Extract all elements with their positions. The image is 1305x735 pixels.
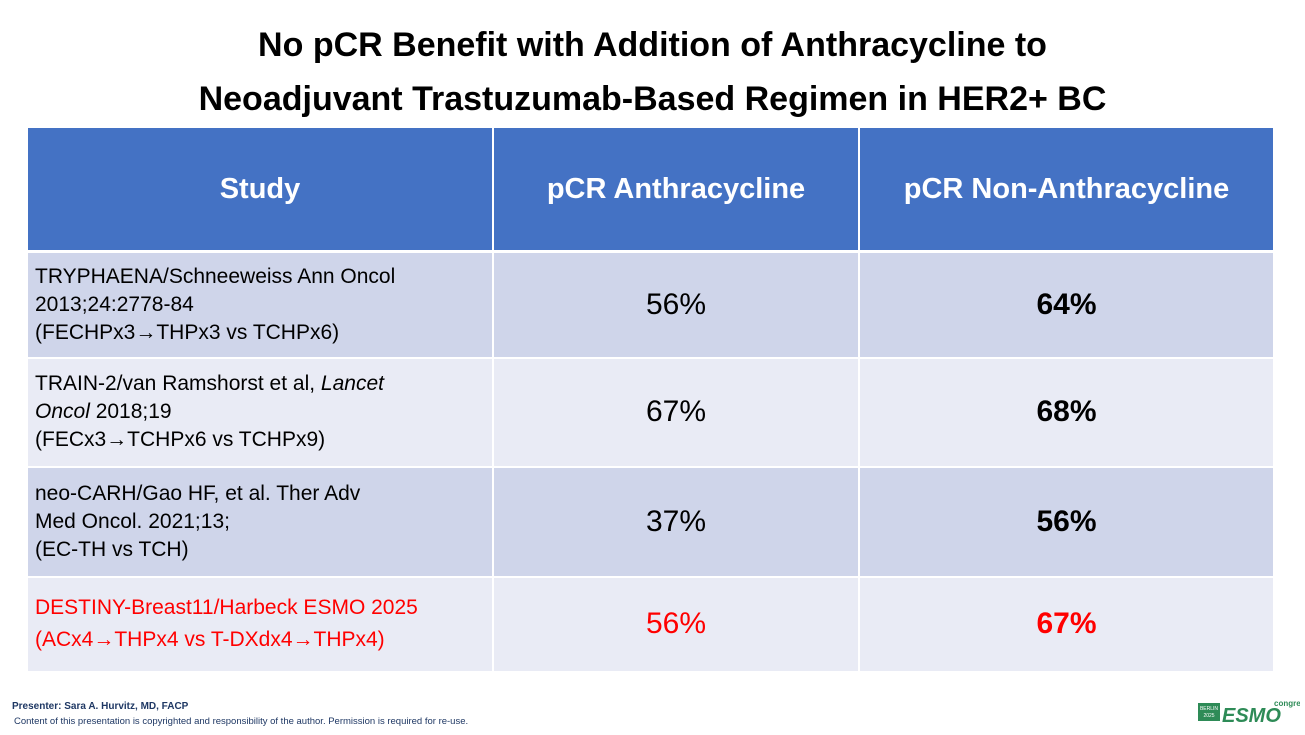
logo-year: 2025	[1203, 713, 1214, 719]
logo-badge	[1198, 703, 1220, 721]
study-cell: TRYPHAENA/Schneeweiss Ann Oncol 2013;24:…	[28, 251, 494, 359]
table-row: TRAIN-2/van Ramshorst et al, Lancet Onco…	[28, 357, 1275, 468]
study-line: DESTINY-Breast11/Harbeck ESMO 2025	[35, 596, 418, 619]
esmo-logo: BERLIN 2025 ESMO congress	[1198, 699, 1300, 725]
table-row: TRYPHAENA/Schneeweiss Ann Oncol 2013;24:…	[28, 251, 1275, 359]
journal: Lancet	[320, 372, 384, 395]
header-cell: pCR Non-Anthracycline	[859, 128, 1275, 253]
study-line: TRAIN-2/van Ramshorst et al, Lancet	[35, 370, 492, 398]
text: 2018;19	[89, 400, 172, 423]
copyright-notice: Content of this presentation is copyrigh…	[14, 716, 469, 727]
study-line: (ACx4→THPx4 vs T-DXdx4→THPx4)	[35, 628, 385, 651]
study-line: TRYPHAENA/Schneeweiss Ann Oncol	[35, 264, 396, 288]
value-cell: 56%	[493, 251, 860, 359]
value-cell: 64%	[859, 251, 1275, 359]
presenter: Presenter: Sara A. Hurvitz, MD, FACP	[12, 701, 189, 712]
text: TRAIN-2/van Ramshorst et al,	[35, 372, 321, 395]
logo-brand: ESMO	[1222, 705, 1281, 725]
value-cell: 56%	[493, 576, 860, 673]
comparison-table: Study pCR Anthracycline pCR Non-Anthracy…	[28, 128, 1275, 673]
value-cell: 56%	[859, 466, 1275, 578]
value-cell: 67%	[493, 357, 860, 468]
value-cell: 68%	[859, 357, 1275, 468]
journal: Oncol	[35, 400, 90, 423]
title-line: Neoadjuvant Trastuzumab-Based Regimen in…	[198, 80, 1107, 118]
title-line: No pCR Benefit with Addition of Anthracy…	[258, 26, 1047, 64]
table-row: DESTINY-Breast11/Harbeck ESMO 2025 (ACx4…	[28, 576, 1275, 673]
header-row: Study pCR Anthracycline pCR Non-Anthracy…	[28, 128, 1275, 253]
study-line: (EC-TH vs TCH)	[35, 537, 189, 561]
study-line: Med Oncol. 2021;13;	[35, 509, 230, 533]
study-cell: TRAIN-2/van Ramshorst et al, Lancet Onco…	[28, 357, 494, 468]
value-cell: 67%	[859, 576, 1275, 673]
value-cell: 37%	[493, 466, 860, 578]
study-cell: neo-CARH/Gao HF, et al. Ther Adv Med Onc…	[28, 466, 494, 578]
logo-city: BERLIN	[1200, 706, 1218, 712]
header-cell: pCR Anthracycline	[493, 128, 860, 253]
study-line: neo-CARH/Gao HF, et al. Ther Adv	[35, 481, 361, 505]
header-cell: Study	[28, 128, 494, 253]
study-line: (FECx3→TCHPx6 vs TCHPx9)	[35, 428, 326, 451]
study-line: (FECHPx3→THPx3 vs TCHPx6)	[35, 320, 340, 344]
study-line: 2013;24:2778-84	[35, 292, 194, 316]
study-cell: DESTINY-Breast11/Harbeck ESMO 2025 (ACx4…	[28, 576, 494, 673]
study-line: Oncol 2018;19	[35, 398, 492, 426]
logo-event: congress	[1274, 699, 1300, 708]
table-row: neo-CARH/Gao HF, et al. Ther Adv Med Onc…	[28, 466, 1275, 578]
